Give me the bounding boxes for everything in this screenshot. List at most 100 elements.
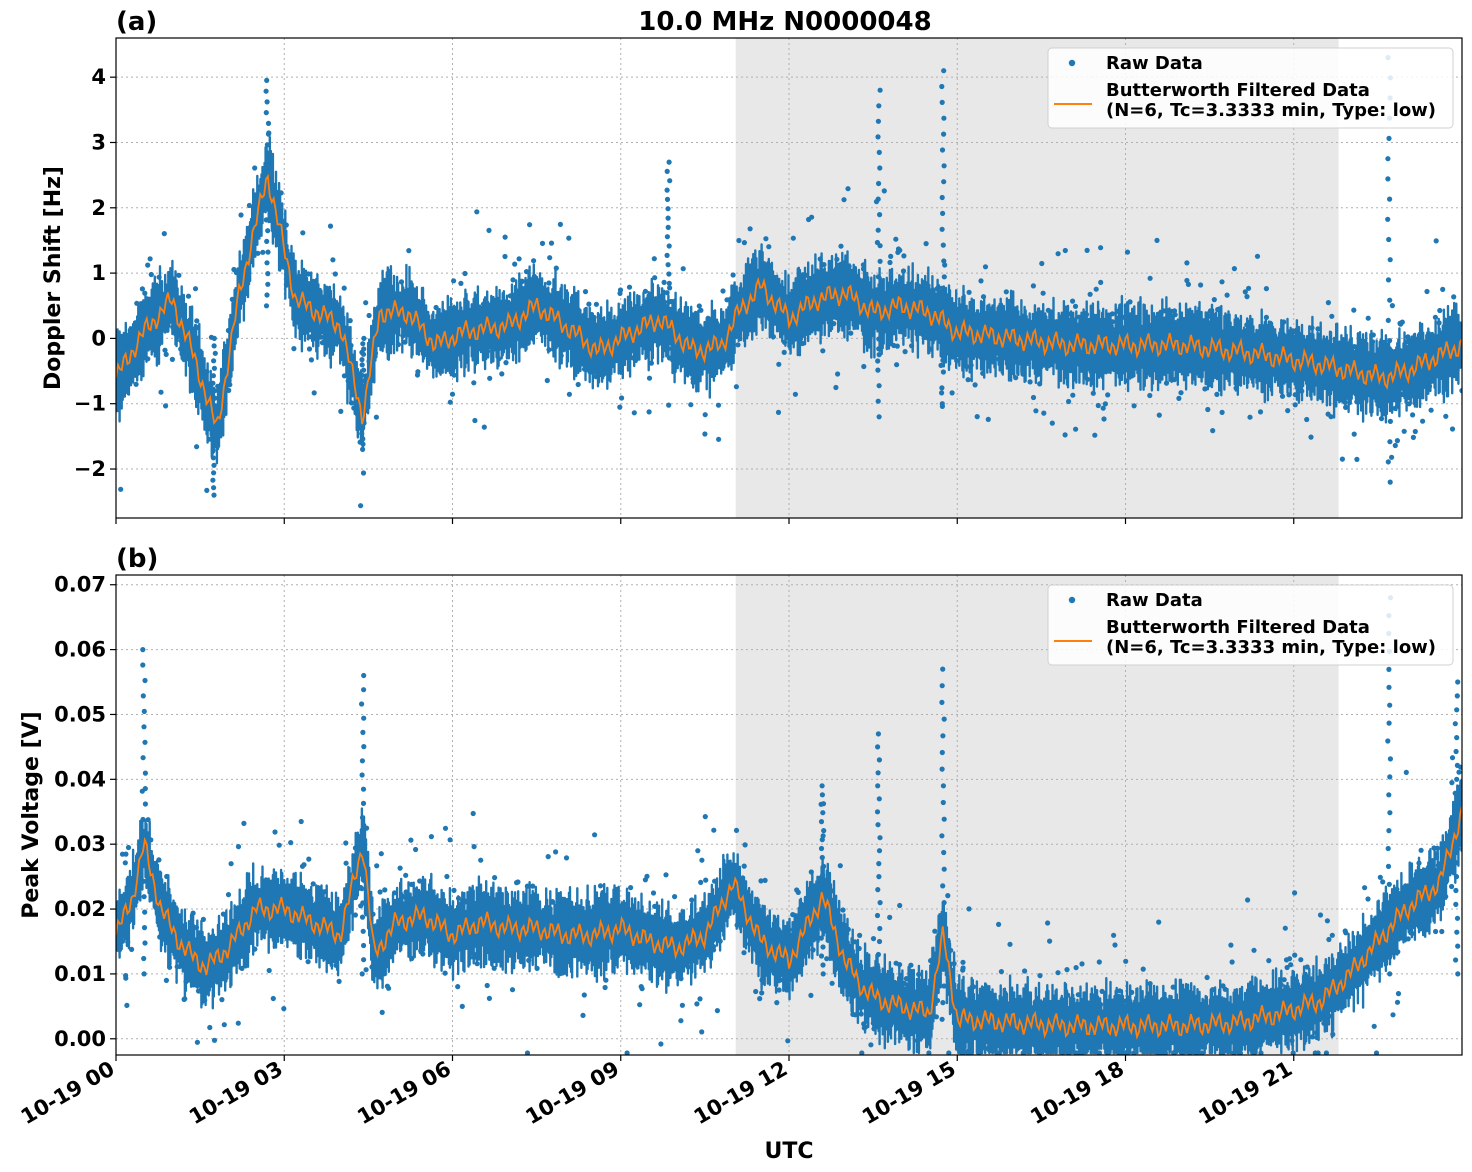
raw-data-spike-point: [263, 110, 269, 116]
raw-data-point: [766, 967, 772, 973]
raw-data-point: [978, 278, 984, 284]
raw-data-point: [888, 253, 894, 259]
raw-data-point: [877, 1022, 883, 1028]
raw-data-point: [1037, 381, 1043, 387]
raw-data-spike-point: [140, 755, 146, 761]
raw-data-point: [617, 290, 623, 296]
raw-data-point: [366, 312, 372, 319]
raw-data-point: [200, 977, 206, 984]
raw-data-point: [277, 883, 283, 890]
raw-data-point: [499, 946, 505, 952]
raw-data-point: [614, 886, 620, 892]
raw-data-point: [597, 883, 604, 889]
raw-data-point: [530, 883, 536, 889]
raw-data-point: [1030, 394, 1037, 401]
raw-data-point: [1433, 854, 1439, 861]
raw-data-point: [522, 908, 528, 914]
raw-data-point: [1231, 1050, 1237, 1055]
raw-data-point: [341, 373, 347, 379]
raw-data-point: [843, 973, 849, 979]
raw-data-spike-point: [359, 843, 365, 849]
raw-data-point: [506, 325, 512, 331]
raw-data-spike-point: [875, 227, 881, 233]
raw-data-point: [1160, 360, 1166, 366]
raw-data-spike-point: [1385, 317, 1391, 323]
raw-data-point: [235, 1020, 241, 1026]
raw-data-point: [1084, 376, 1091, 382]
raw-data-point: [746, 897, 752, 903]
raw-data-point: [733, 827, 740, 834]
raw-data-spike-point: [265, 131, 272, 137]
y-tick-label: 0.05: [54, 702, 106, 726]
raw-data-point: [1059, 1050, 1065, 1055]
raw-data-point: [278, 190, 284, 196]
raw-data-point: [510, 919, 516, 926]
raw-data-point: [372, 350, 379, 356]
raw-data-spike-point: [212, 395, 218, 401]
raw-data-point: [587, 332, 593, 339]
raw-data-point: [1147, 275, 1153, 281]
raw-data-spike-point: [1387, 257, 1393, 263]
raw-data-point: [1182, 1001, 1188, 1008]
raw-data-point: [1325, 371, 1331, 377]
raw-data-spike-point: [1385, 738, 1391, 744]
raw-data-point: [1271, 347, 1277, 353]
raw-data-point: [1096, 959, 1102, 965]
raw-data-point: [759, 990, 765, 996]
raw-data-point: [724, 297, 730, 303]
raw-data-point: [274, 193, 280, 199]
raw-data-point: [1161, 308, 1167, 314]
raw-data-point: [545, 854, 551, 860]
raw-data-point: [870, 936, 877, 942]
raw-data-point: [553, 265, 559, 271]
raw-data-point: [678, 976, 684, 982]
raw-data-point: [1066, 311, 1072, 317]
raw-data-spike-point: [820, 810, 826, 816]
raw-data-point: [903, 976, 910, 982]
raw-data-spike-point: [665, 346, 672, 352]
raw-data-spike-point: [142, 801, 148, 807]
raw-data-point: [770, 334, 777, 340]
raw-data-point: [369, 964, 375, 970]
raw-data-point: [1372, 919, 1378, 925]
raw-data-point: [220, 911, 226, 917]
raw-data-point: [1116, 1050, 1122, 1055]
raw-data-spike-point: [1385, 277, 1392, 283]
raw-data-point: [305, 271, 311, 277]
raw-data-point: [299, 922, 305, 928]
raw-data-point: [1295, 991, 1302, 997]
raw-data-point: [891, 315, 897, 322]
raw-data-point: [1237, 1026, 1243, 1032]
raw-data-point: [351, 405, 357, 411]
raw-data-spike-point: [875, 744, 881, 750]
raw-data-point: [364, 825, 370, 831]
raw-data-spike-point: [875, 398, 881, 404]
raw-data-point: [402, 339, 408, 345]
raw-data-point: [1344, 991, 1350, 997]
raw-data-point: [1064, 967, 1070, 973]
raw-data-spike-point: [263, 217, 269, 223]
raw-data-point: [799, 340, 806, 347]
raw-data-point: [1002, 310, 1008, 316]
raw-data-point: [288, 840, 294, 846]
y-tick-label: 0.02: [54, 897, 106, 921]
raw-data-point: [206, 945, 212, 951]
raw-data-point: [170, 904, 176, 910]
raw-data-point: [1285, 408, 1291, 414]
raw-data-point: [1411, 354, 1417, 360]
raw-data-spike-point: [940, 966, 946, 972]
raw-data-point: [471, 954, 477, 961]
raw-data-point: [776, 978, 782, 984]
raw-data-point: [820, 348, 826, 354]
raw-data-point: [971, 1000, 977, 1006]
raw-data-point: [1416, 860, 1422, 866]
raw-data-point: [474, 961, 480, 967]
raw-data-point: [1109, 311, 1115, 317]
raw-data-spike-point: [1453, 957, 1459, 963]
raw-data-point: [123, 333, 129, 339]
raw-data-point: [1220, 983, 1226, 989]
raw-data-spike-point: [1386, 236, 1392, 243]
raw-data-point: [1187, 1050, 1193, 1055]
raw-data-point: [1129, 373, 1135, 379]
raw-data-point: [418, 948, 424, 954]
